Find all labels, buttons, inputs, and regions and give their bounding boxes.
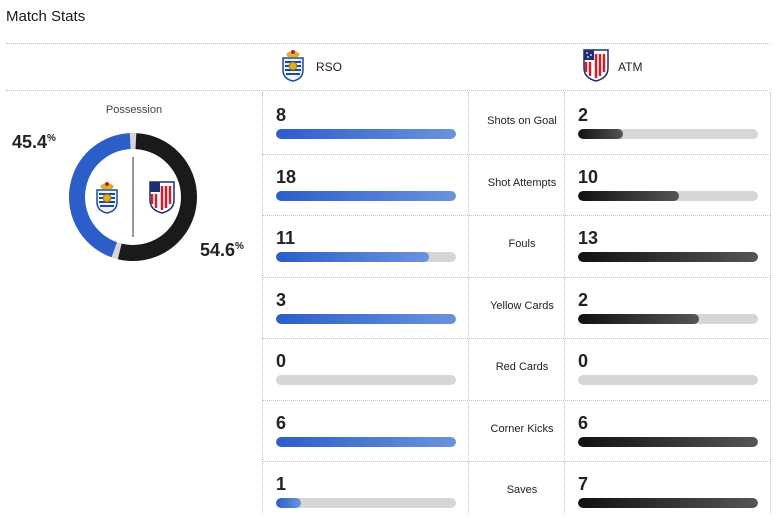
stat-label: Fouls	[508, 238, 536, 250]
away-stat-bar-fill	[578, 313, 699, 324]
away-team-abbr: ATM	[618, 60, 643, 74]
home-stat-bar-fill	[276, 436, 456, 447]
away-stat-value: 6	[578, 412, 589, 433]
home-stat-bar	[276, 436, 456, 447]
divider	[262, 276, 770, 278]
real-sociedad-crest-icon	[278, 48, 308, 87]
away-stat-bar	[578, 190, 758, 201]
away-stat-value: 10	[578, 166, 599, 187]
away-stat-value: 13	[578, 228, 599, 248]
away-stat-value: 2	[578, 105, 589, 125]
home-possession-arc	[69, 133, 197, 261]
divider	[262, 338, 770, 339]
home-stat-bar-fill	[276, 313, 456, 324]
home-stat-bar-fill	[276, 498, 302, 508]
away-stat-bar-fill	[578, 252, 758, 262]
away-possession-value: 54.6%	[200, 240, 244, 260]
divider	[262, 399, 770, 401]
stat-label: Shot Attempts	[487, 176, 557, 189]
away-stat-bar	[578, 498, 758, 508]
home-stat-value: 11	[276, 228, 296, 248]
stat-label: Saves	[506, 484, 538, 496]
atletico-madrid-crest-icon	[582, 48, 610, 87]
divider	[564, 92, 565, 514]
stat-label: Corner Kicks	[490, 422, 554, 435]
stat-row: 18 Shot Attempts 10	[262, 154, 776, 216]
away-stat-bar	[578, 313, 758, 324]
home-stat-value: 1	[276, 474, 287, 494]
home-stat-value: 0	[276, 351, 287, 371]
away-possession-arc	[69, 133, 197, 261]
atletico-madrid-crest-icon	[149, 181, 175, 214]
away-stat-value: 0	[578, 351, 589, 371]
stat-row: 11 Fouls 13	[262, 215, 776, 277]
divider	[262, 461, 770, 462]
possession-label: Possession	[105, 104, 163, 116]
divider	[6, 90, 770, 91]
divider	[262, 92, 263, 514]
away-stat-bar	[578, 252, 758, 262]
home-stat-value: 3	[276, 289, 287, 310]
home-stat-value: 6	[276, 412, 287, 433]
stat-label: Shots on Goal	[487, 115, 557, 127]
away-stat-bar-fill	[578, 436, 758, 447]
away-stat-bar-fill	[578, 498, 758, 508]
home-stat-value: 8	[276, 105, 287, 125]
stat-row: 6 Corner Kicks 6	[262, 400, 776, 462]
section-title: Match Stats	[6, 8, 86, 25]
stat-row: 8 Shots on Goal 2	[262, 92, 776, 154]
away-stat-bar	[578, 436, 758, 447]
possession-donut	[69, 133, 197, 261]
home-stat-bar-fill	[276, 190, 456, 201]
divider	[770, 92, 771, 514]
home-stat-bar-fill	[276, 129, 456, 139]
home-team-header: RSO	[278, 48, 343, 87]
away-stat-bar	[578, 375, 758, 385]
home-stat-bar	[276, 313, 456, 324]
divider	[262, 215, 770, 216]
home-stat-bar	[276, 129, 456, 139]
away-stat-bar-fill	[578, 129, 623, 139]
home-stat-bar-fill	[276, 252, 429, 262]
stat-row: 3 Yellow Cards 2	[262, 277, 776, 339]
stat-row: 0 Red Cards 0	[262, 338, 776, 400]
stat-label: Red Cards	[495, 361, 549, 373]
away-stat-value: 7	[578, 474, 589, 494]
home-team-abbr: RSO	[316, 60, 343, 74]
home-stat-bar	[276, 375, 456, 385]
home-stat-bar	[276, 252, 456, 262]
real-sociedad-crest-icon	[96, 182, 118, 214]
divider	[262, 153, 770, 155]
stat-label: Yellow Cards	[490, 299, 554, 312]
home-stat-bar	[276, 498, 456, 508]
divider	[468, 92, 469, 514]
away-team-header: ATM	[582, 48, 643, 87]
home-possession-value: 45.4%	[12, 132, 56, 152]
home-stat-bar	[276, 190, 456, 201]
home-stat-value: 18	[276, 166, 297, 187]
away-stat-value: 2	[578, 289, 589, 310]
away-stat-bar-fill	[578, 190, 679, 201]
stat-row: 1 Saves 7	[262, 461, 776, 523]
divider	[6, 43, 770, 44]
away-stat-bar	[578, 129, 758, 139]
